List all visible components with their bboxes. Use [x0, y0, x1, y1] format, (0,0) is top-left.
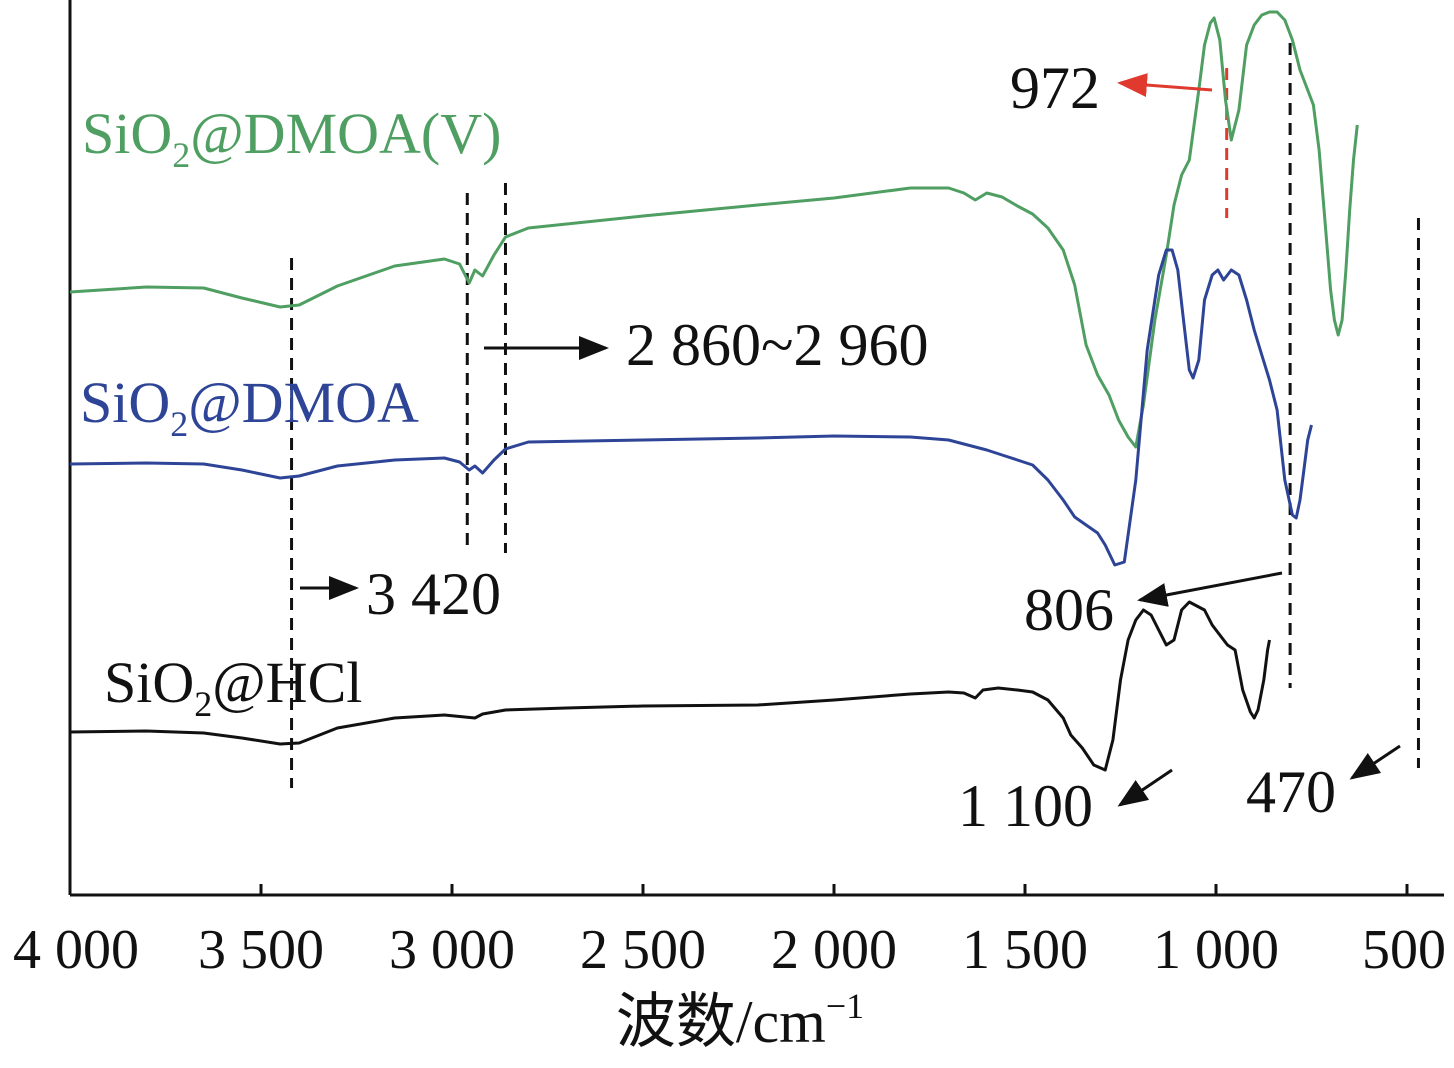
- x-axis-label-superscript: −1: [826, 986, 864, 1026]
- series-label-dmoa-v: SiO2@DMOA(V): [82, 101, 501, 175]
- series-labels: SiO2@DMOA(V) SiO2@DMOA SiO2@HCl: [80, 101, 501, 724]
- annotation-806: 806: [1024, 577, 1114, 643]
- x-ticks: 4 000 3 500 3 000 2 500 2 000 1 500 1 000 500: [13, 884, 1446, 981]
- arrow-806: [1137, 571, 1283, 607]
- x-tick-label: 2 500: [580, 919, 706, 981]
- x-tick-label: 2 000: [771, 919, 897, 981]
- x-tick-label: 500: [1362, 919, 1446, 981]
- series-line-dmoa: [69, 248, 1313, 567]
- series-label-hcl: SiO2@HCl: [104, 650, 362, 724]
- series-line-hcl: [69, 600, 1271, 772]
- axes: 4 000 3 500 3 000 2 500 2 000 1 500 1 000 500 波…: [13, 0, 1446, 1055]
- x-tick-label: 1 500: [962, 919, 1088, 981]
- arrow-470: [1349, 744, 1401, 780]
- dashed-lines: [290, 43, 1420, 788]
- x-axis-label: 波数/cm−1: [616, 986, 864, 1055]
- arrow-972: [1117, 73, 1213, 98]
- series-line-dmoa-v: [69, 10, 1359, 449]
- annotation-972: 972: [1010, 55, 1100, 121]
- x-tick-label: 1 000: [1153, 919, 1279, 981]
- annotation-470: 470: [1246, 759, 1336, 825]
- x-tick-label: 4 000: [13, 919, 139, 981]
- annotation-2860-2960: 2 860~2 960: [626, 312, 928, 378]
- x-tick-label: 3 500: [198, 919, 324, 981]
- series-group: [69, 10, 1359, 772]
- arrow-1100: [1117, 768, 1173, 807]
- annotation-3420: 3 420: [366, 561, 501, 627]
- series-label-dmoa: SiO2@DMOA: [80, 370, 419, 444]
- annotations: 972 2 860~2 960 3 420 806 1 100 470: [300, 55, 1401, 839]
- x-tick-label: 3 000: [389, 919, 515, 981]
- annotation-1100: 1 100: [958, 773, 1093, 839]
